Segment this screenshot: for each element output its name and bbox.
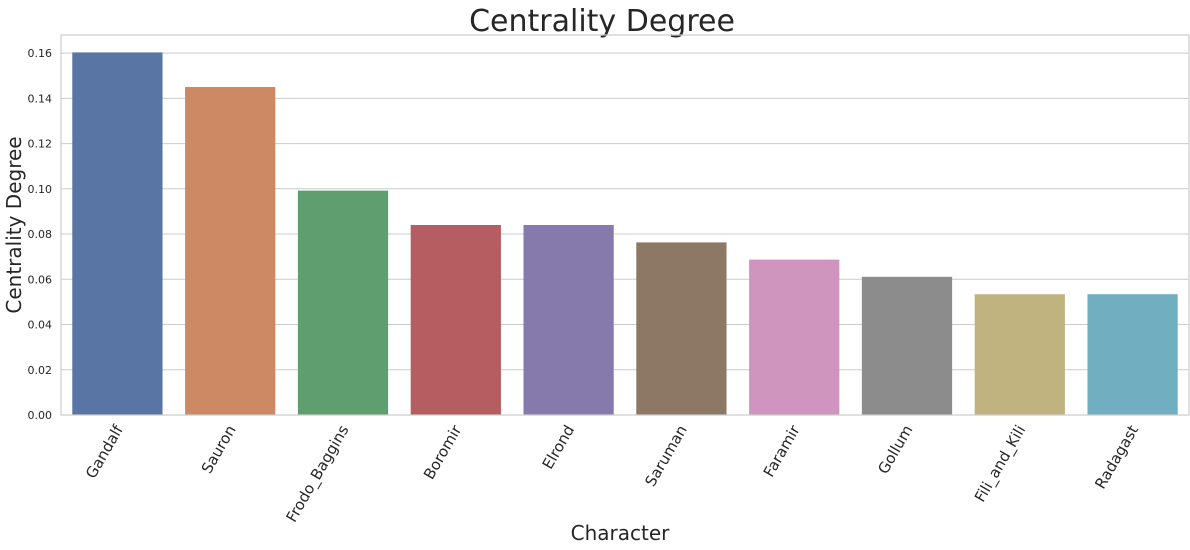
y-tick-label: 0.08 [28, 228, 53, 241]
x-tick-label: Elrond [539, 422, 578, 472]
plot-frame [60, 34, 1190, 416]
x-tick-label: Radagast [1091, 422, 1142, 492]
x-tick-label: Sauron [198, 422, 240, 477]
x-tick-label: Boromir [420, 421, 466, 482]
y-tick-labels: 0.00 0.02 0.04 0.06 0.08 0.10 0.12 0.14 0.16 [28, 47, 53, 422]
x-tick-label: Faramir [760, 421, 804, 480]
y-tick-label: 0.16 [28, 47, 53, 60]
bars [72, 52, 1178, 416]
bar-faramir [749, 259, 840, 415]
bar-boromir [410, 225, 501, 415]
bar-fili-and-kili [974, 294, 1065, 415]
x-axis-label: Character [571, 521, 671, 545]
bar-gandalf [72, 52, 163, 416]
y-tick-label: 0.10 [28, 183, 53, 196]
y-tick-label: 0.02 [28, 364, 53, 377]
y-tick-label: 0.06 [28, 273, 53, 286]
y-tick-label: 0.04 [28, 319, 53, 332]
y-tick-label: 0.12 [28, 138, 53, 151]
x-tick-label: Frodo_Baggins [282, 422, 353, 526]
x-tick-label: Saruman [641, 422, 690, 490]
y-axis-label: Centrality Degree [2, 136, 26, 313]
bar-radagast [1087, 294, 1178, 415]
bar-elrond [523, 225, 614, 415]
bar-saruman [636, 242, 727, 415]
chart-title: Centrality Degree [469, 4, 735, 39]
bar-gollum [861, 276, 953, 415]
bar-frodo-baggins [297, 190, 389, 415]
x-tick-label: Gandalf [82, 421, 127, 481]
x-tick-labels: Gandalf Sauron Frodo_Baggins Boromir Elrond S… [82, 421, 1142, 525]
bar-sauron [185, 87, 276, 416]
x-tick-label: Gollum [874, 422, 916, 477]
y-tick-label: 0.14 [28, 92, 53, 105]
x-tick-label: Fili_and_Kili [971, 422, 1030, 506]
y-tick-label: 0.00 [28, 409, 53, 422]
